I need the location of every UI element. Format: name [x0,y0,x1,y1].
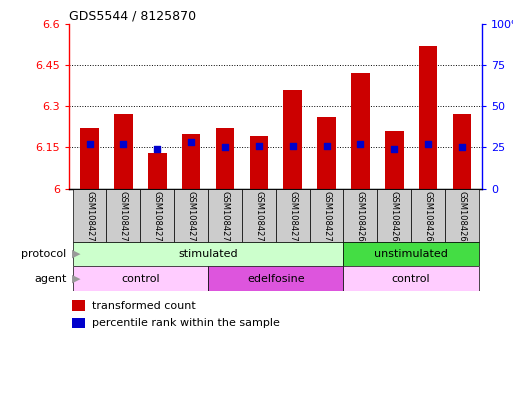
Text: GSM1084273: GSM1084273 [119,191,128,248]
Bar [174,189,208,242]
Bar [107,189,141,242]
Bar [215,128,234,189]
Bar [72,300,85,311]
Text: transformed count: transformed count [92,301,196,310]
Text: control: control [121,274,160,284]
Bar [80,128,99,189]
Bar [343,189,377,242]
Text: GSM1084274: GSM1084274 [153,191,162,247]
Text: GSM1084262: GSM1084262 [424,191,432,247]
Text: GSM1084263: GSM1084263 [458,191,466,248]
Text: control: control [392,274,430,284]
Point [86,141,94,147]
Text: GSM1084277: GSM1084277 [254,191,263,248]
Bar [377,189,411,242]
Text: ▶: ▶ [72,249,81,259]
Bar [343,266,479,291]
Bar [208,189,242,242]
Point [255,143,263,149]
Point [153,146,162,152]
Bar [351,73,370,189]
Bar [276,189,309,242]
Point [120,141,128,147]
Bar [419,46,438,189]
Point [356,141,364,147]
Text: GSM1084279: GSM1084279 [322,191,331,247]
Text: GSM1084276: GSM1084276 [221,191,229,248]
Point [288,143,297,149]
Text: percentile rank within the sample: percentile rank within the sample [92,318,280,328]
Bar [73,266,208,291]
Text: GSM1084260: GSM1084260 [356,191,365,247]
Bar [385,131,404,189]
Bar [242,189,276,242]
Text: edelfosine: edelfosine [247,274,305,284]
Text: protocol: protocol [22,249,67,259]
Point [424,141,432,147]
Text: ▶: ▶ [72,274,81,284]
Point [458,144,466,151]
Bar [317,117,336,189]
Bar [114,114,133,189]
Text: unstimulated: unstimulated [374,249,448,259]
Bar [182,134,201,189]
Bar [309,189,343,242]
Point [187,139,195,145]
Text: GSM1084261: GSM1084261 [390,191,399,247]
Bar [72,318,85,328]
Point [322,143,330,149]
Text: agent: agent [34,274,67,284]
Bar [445,189,479,242]
Bar [73,242,343,266]
Bar [283,90,302,189]
Text: GSM1084275: GSM1084275 [187,191,195,247]
Text: GSM1084272: GSM1084272 [85,191,94,247]
Bar [343,242,479,266]
Text: GDS5544 / 8125870: GDS5544 / 8125870 [69,9,196,22]
Text: stimulated: stimulated [178,249,238,259]
Bar [411,189,445,242]
Bar [452,114,471,189]
Bar [148,153,167,189]
Bar [141,189,174,242]
Point [390,146,398,152]
Point [221,144,229,151]
Text: GSM1084278: GSM1084278 [288,191,297,248]
Bar [249,136,268,189]
Bar [208,266,343,291]
Bar [73,189,107,242]
